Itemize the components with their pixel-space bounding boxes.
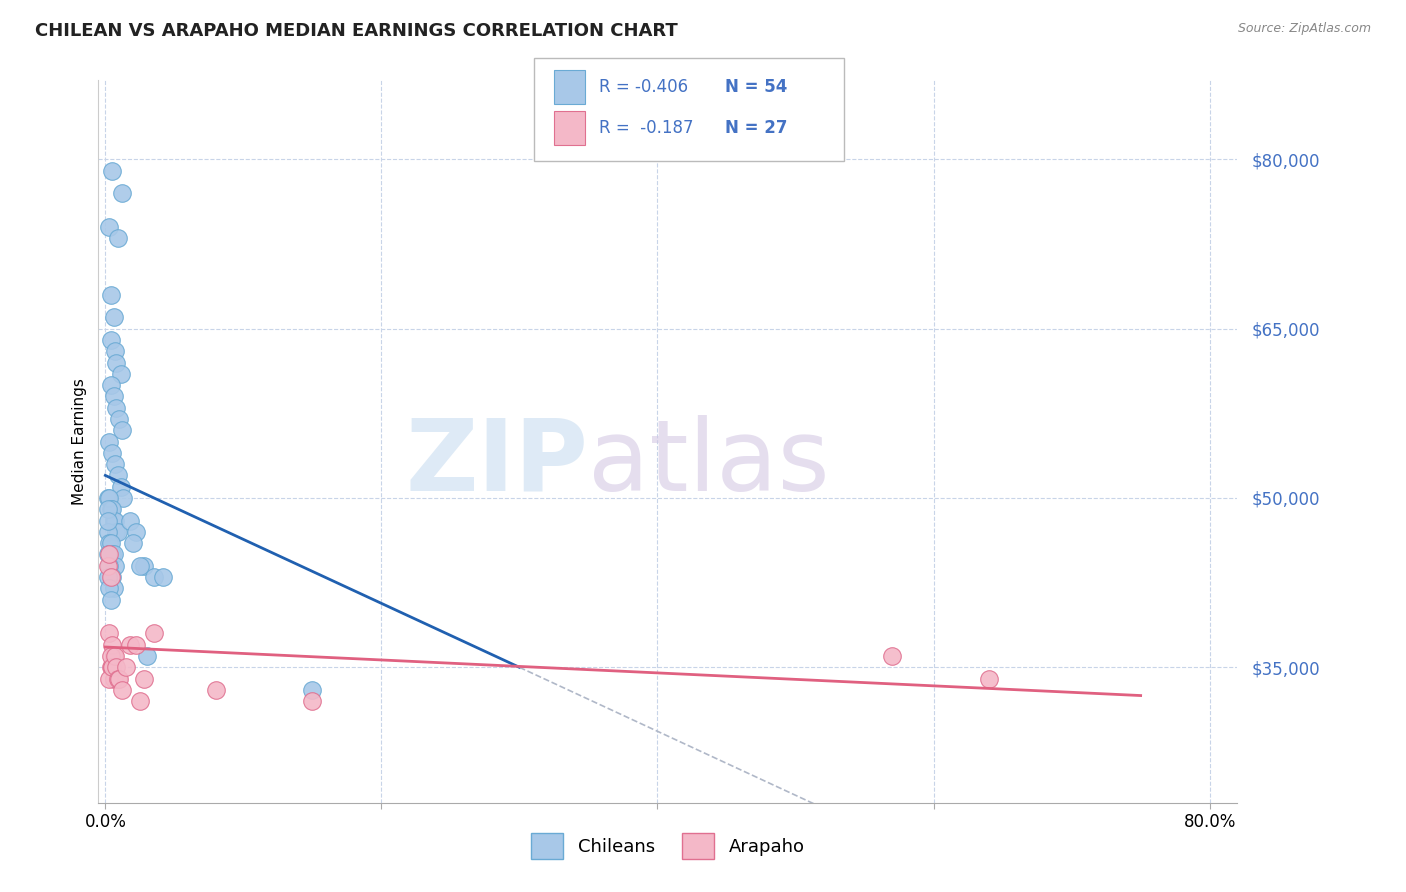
Point (100, 287, 122, 301)
Point (97, 570, 120, 584)
Text: CHILEAN VS ARAPAHO MEDIAN EARNINGS CORRELATION CHART: CHILEAN VS ARAPAHO MEDIAN EARNINGS CORRE… (35, 22, 678, 40)
Point (107, 231, 129, 245)
Point (98, 434, 121, 449)
Legend: Chileans, Arapaho: Chileans, Arapaho (523, 826, 813, 866)
Point (105, 355, 128, 369)
Point (98, 626, 121, 640)
Point (105, 524, 128, 539)
Point (98, 582, 121, 596)
Point (105, 401, 128, 415)
Point (110, 480, 132, 494)
Point (301, 694, 323, 708)
Point (301, 682, 323, 697)
Point (103, 672, 125, 686)
Point (97, 502, 120, 516)
Text: N = 27: N = 27 (725, 119, 787, 136)
Point (132, 558, 155, 573)
Point (107, 672, 129, 686)
Point (100, 592, 122, 607)
Point (101, 660, 124, 674)
Y-axis label: Median Earnings: Median Earnings (72, 378, 87, 505)
Point (98, 220, 121, 235)
Point (101, 446, 124, 460)
Point (100, 570, 122, 584)
Text: ZIP: ZIP (405, 415, 588, 512)
Point (135, 648, 157, 663)
Point (125, 524, 148, 539)
Text: N = 54: N = 54 (725, 78, 787, 96)
Point (101, 163, 124, 178)
Point (128, 558, 150, 573)
Point (977, 672, 1000, 686)
Point (103, 582, 125, 596)
Point (104, 558, 127, 573)
Point (101, 548, 124, 562)
Point (101, 660, 124, 674)
Point (100, 502, 122, 516)
Point (104, 344, 127, 359)
Point (100, 378, 122, 392)
Text: R =  -0.187: R = -0.187 (599, 119, 693, 136)
Point (125, 638, 148, 652)
Point (98, 536, 121, 550)
Point (103, 548, 125, 562)
Point (152, 570, 174, 584)
Point (111, 186, 134, 201)
Point (100, 648, 122, 663)
Point (101, 638, 124, 652)
Point (100, 660, 122, 674)
Point (100, 570, 122, 584)
Point (103, 310, 125, 325)
Point (98, 491, 121, 505)
Point (128, 694, 150, 708)
Point (111, 423, 134, 437)
Text: R = -0.406: R = -0.406 (599, 78, 688, 96)
Point (105, 660, 128, 674)
Point (104, 457, 127, 471)
Point (115, 660, 138, 674)
Point (120, 638, 142, 652)
Point (110, 367, 132, 381)
Point (97, 514, 120, 528)
Point (882, 648, 904, 663)
Point (98, 672, 121, 686)
Point (108, 412, 131, 426)
Point (101, 570, 124, 584)
Point (103, 514, 125, 528)
Point (103, 389, 125, 403)
Point (142, 570, 165, 584)
Point (100, 333, 122, 347)
Point (204, 682, 226, 697)
Point (97, 524, 120, 539)
Point (132, 672, 155, 686)
Text: Source: ZipAtlas.com: Source: ZipAtlas.com (1237, 22, 1371, 36)
Point (108, 672, 131, 686)
Point (100, 536, 122, 550)
Point (107, 524, 129, 539)
Point (98, 548, 121, 562)
Point (97, 491, 120, 505)
Point (98, 558, 121, 573)
Point (142, 626, 165, 640)
Point (103, 648, 125, 663)
Point (122, 536, 145, 550)
Point (107, 468, 129, 483)
Point (97, 558, 120, 573)
Point (101, 502, 124, 516)
Point (111, 682, 134, 697)
Point (104, 648, 127, 663)
Text: atlas: atlas (588, 415, 830, 512)
Point (120, 514, 142, 528)
Point (97, 548, 120, 562)
Point (104, 514, 127, 528)
Point (112, 491, 135, 505)
